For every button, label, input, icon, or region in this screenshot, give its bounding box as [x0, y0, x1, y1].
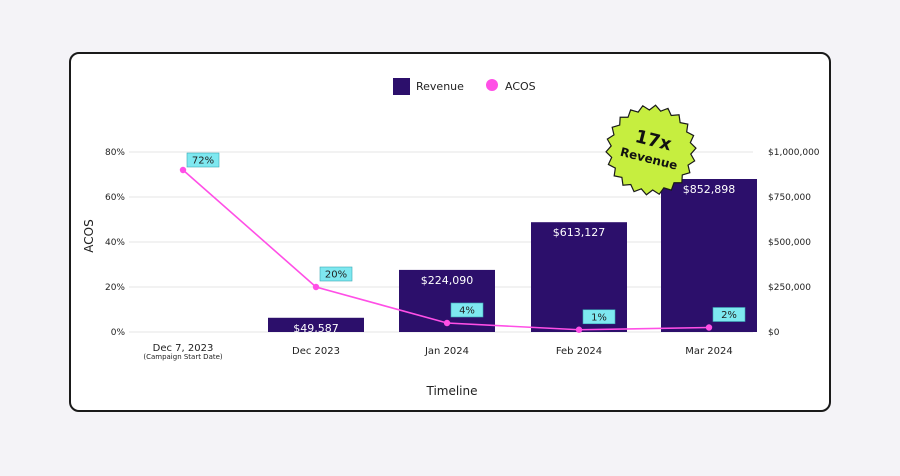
left-tick-label: 0% [111, 328, 126, 338]
revenue-bar-label: $852,898 [683, 183, 736, 196]
right-tick-label: $750,000 [768, 193, 811, 203]
legend-acos-label: ACOS [505, 80, 536, 93]
revenue-bar-label: $613,127 [553, 226, 606, 239]
revenue-bar-label: $49,587 [293, 322, 339, 335]
left-axis-ticks: 0% 20% 40% 60% 80% [105, 148, 125, 338]
revenue-bars: $49,587 $224,090 $613,127 $852,898 [268, 179, 757, 335]
revenue-bar [268, 317, 364, 332]
x-axis-title: Timeline [425, 384, 477, 398]
badge-starburst [605, 104, 697, 196]
right-tick-label: $1,000,000 [768, 148, 820, 158]
acos-tag [450, 302, 484, 318]
acos-point [443, 319, 451, 327]
legend-revenue-swatch [393, 78, 410, 95]
legend-revenue-label: Revenue [416, 80, 464, 93]
acos-point [312, 283, 320, 291]
acos-tag [712, 307, 746, 322]
acos-line: 72% 20% 4% 1% 2% [179, 152, 746, 333]
right-tick-label: $500,000 [768, 238, 811, 248]
left-tick-label: 80% [105, 148, 125, 158]
y-axis-title: ACOS [82, 219, 96, 252]
x-tick-label: Dec 2023 [292, 346, 340, 357]
acos-point [705, 324, 713, 331]
revenue-bar [661, 179, 757, 332]
legend-acos-marker [486, 79, 498, 91]
revenue-bar-label: $224,090 [421, 274, 474, 287]
right-axis-ticks: $0 $250,000 $500,000 $750,000 $1,000,000 [768, 148, 820, 338]
x-tick-label: Mar 2024 [685, 346, 733, 357]
x-tick-sublabel: (Campaign Start Date) [143, 353, 223, 361]
acos-tag-label: 4% [459, 306, 475, 317]
acos-tag-label: 1% [591, 312, 607, 323]
left-tick-label: 40% [105, 238, 125, 248]
acos-tag [186, 152, 220, 168]
x-axis-ticks: Dec 7, 2023(Campaign Start Date) Dec 2023… [143, 343, 732, 361]
gridlines [129, 151, 753, 333]
right-tick-label: $250,000 [768, 283, 811, 293]
acos-tag-label: 20% [325, 270, 347, 281]
acos-tag-label: 72% [192, 156, 214, 167]
chart-card: Revenue ACOS 0% 20% 40% 60% 80% $0 $250,000 $5… [69, 52, 831, 412]
acos-tag [582, 309, 616, 325]
acos-tag [319, 266, 353, 282]
left-tick-label: 60% [105, 193, 125, 203]
acos-point [179, 166, 187, 174]
revenue-badge: 17x Revenue [605, 104, 697, 196]
left-tick-label: 20% [105, 283, 125, 293]
legend: Revenue ACOS [393, 78, 536, 95]
x-tick-label: Feb 2024 [556, 346, 602, 357]
acos-point [575, 326, 583, 333]
right-tick-label: $0 [768, 328, 780, 338]
x-tick-label: Jan 2024 [424, 346, 469, 357]
x-tick-label: Dec 7, 2023 [153, 343, 214, 354]
chart-svg: Revenue ACOS 0% 20% 40% 60% 80% $0 $250,000 $5… [82, 78, 820, 398]
acos-tag-label: 2% [721, 310, 737, 321]
